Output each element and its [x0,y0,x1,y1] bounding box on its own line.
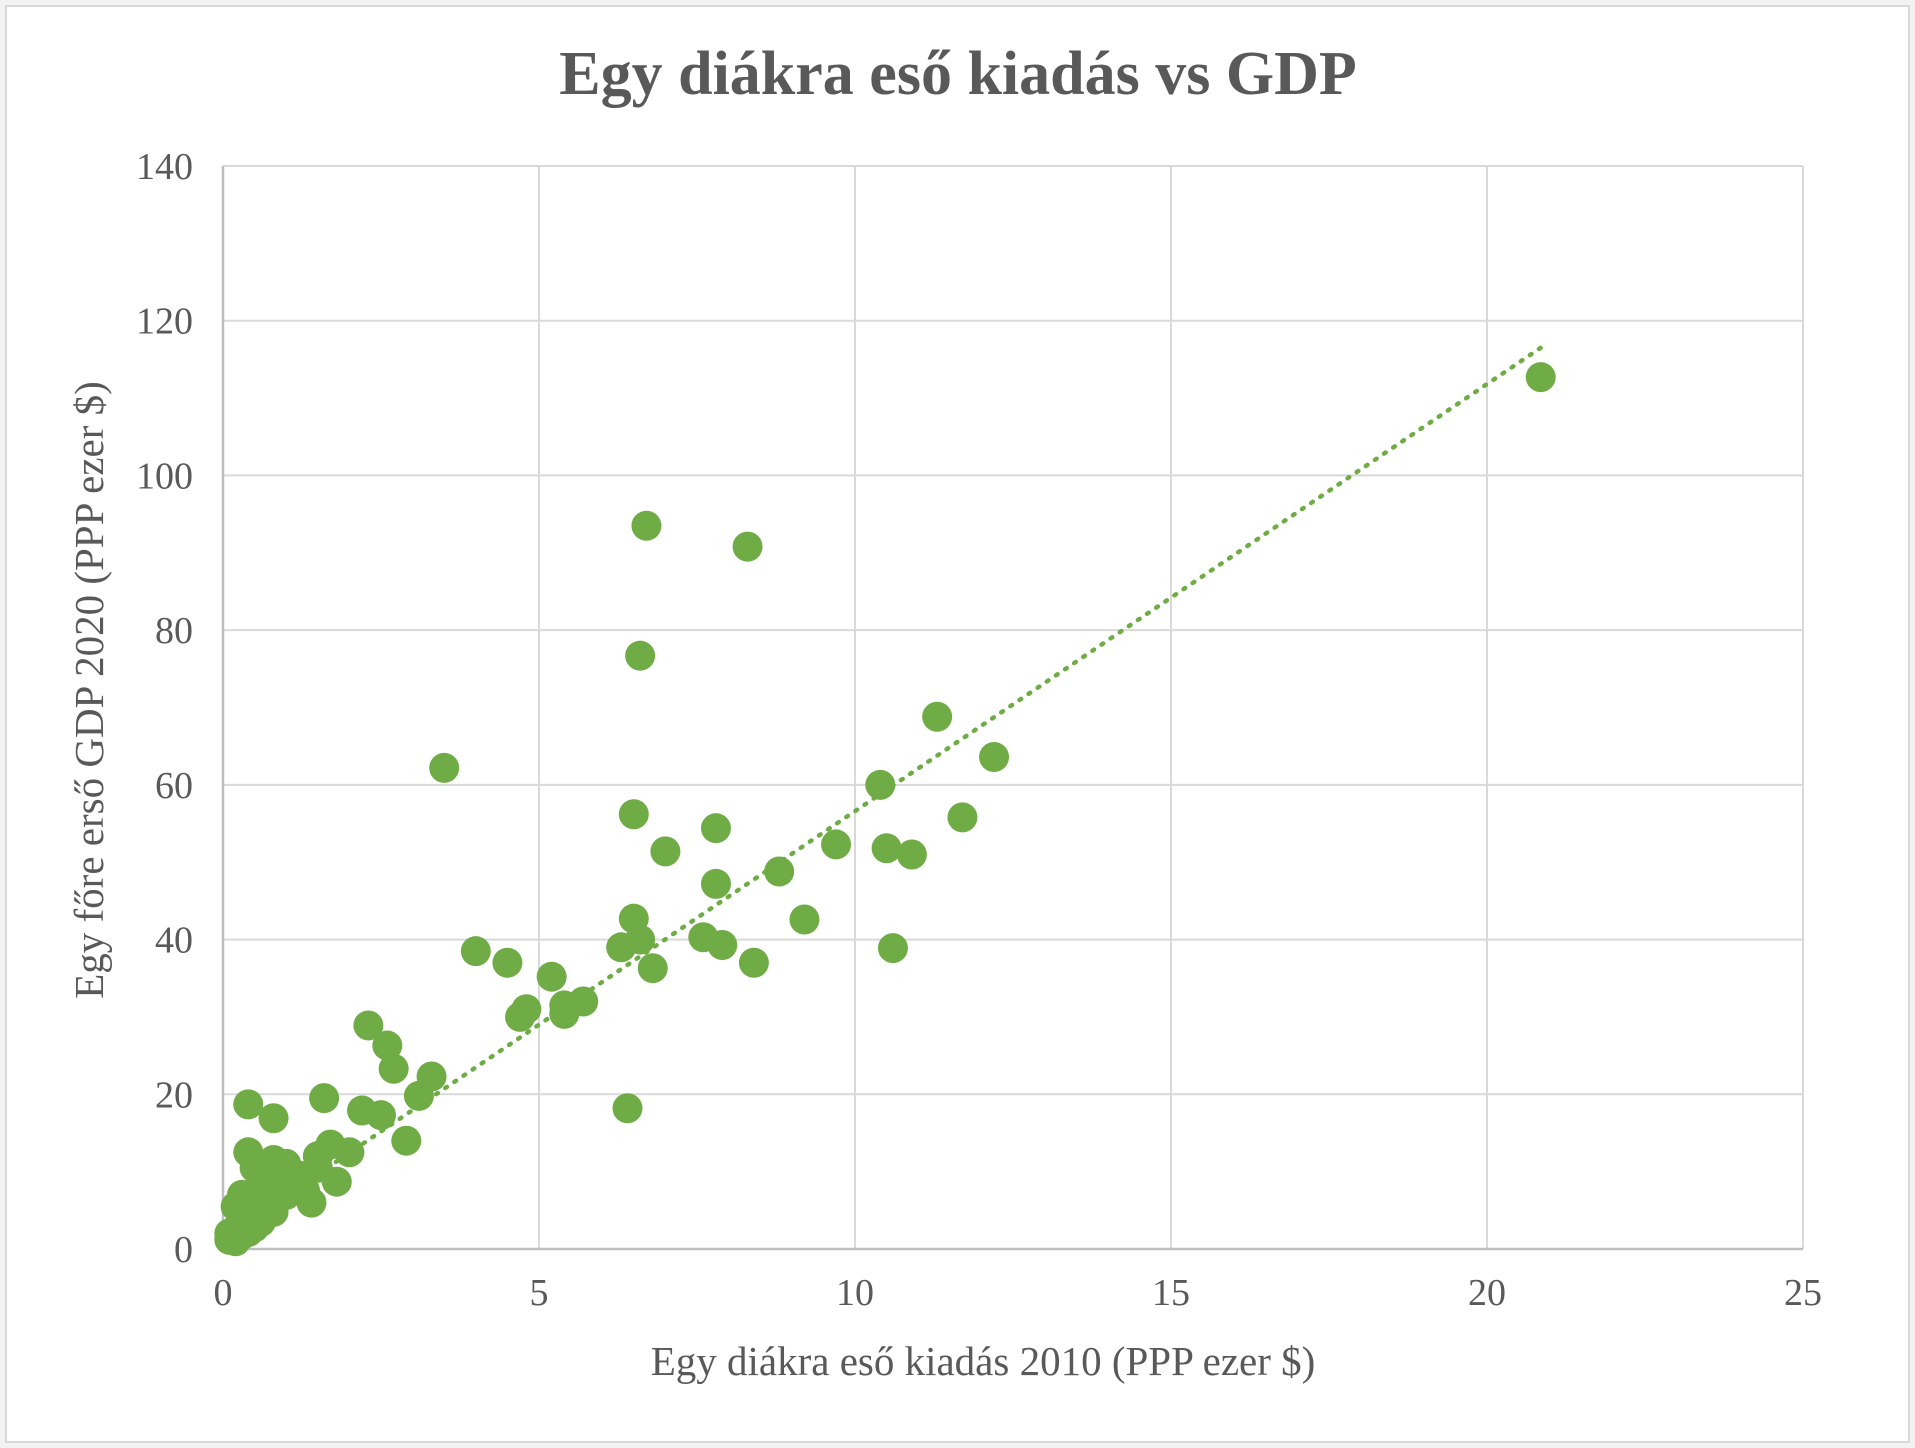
data-point [378,1053,409,1084]
data-point [738,947,769,978]
data-point [625,640,656,671]
y-tick-label: 140 [136,146,193,188]
chart-title: Egy diákra eső kiadás vs GDP [559,40,1357,108]
data-point [606,932,637,963]
data-point [922,701,953,732]
data-point [258,1103,289,1134]
data-point [612,1093,643,1124]
data-point [732,531,763,562]
data-point [700,813,731,844]
data-point [871,833,902,864]
data-point [460,936,491,967]
data-point [764,856,795,887]
y-tick-label: 20 [155,1074,193,1116]
data-point [877,933,908,964]
data-point [233,1089,264,1120]
data-point [947,802,978,833]
data-point [637,953,668,984]
data-point [403,1080,434,1111]
x-tick-label: 5 [530,1272,549,1314]
data-point [896,839,927,870]
y-tick-label: 40 [155,920,193,962]
data-point [631,510,662,541]
data-point [789,904,820,935]
data-point [366,1100,396,1131]
trendline [233,345,1543,1232]
data-point [505,1001,536,1032]
data-point [821,829,852,860]
data-point [309,1083,340,1114]
data-point [264,1156,295,1187]
x-tick-label: 25 [1784,1272,1822,1314]
data-point [334,1137,365,1168]
plot-area [223,166,1803,1249]
x-tick-label: 10 [836,1272,874,1314]
data-point [372,1030,403,1061]
y-tick-label: 60 [155,765,193,807]
data-point [391,1125,422,1156]
y-tick-label: 80 [155,610,193,652]
y-tick-label: 120 [136,301,193,343]
data-point [549,998,580,1029]
data-point [302,1152,333,1183]
x-tick-label: 0 [214,1272,233,1314]
data-point [700,868,731,899]
data-point [296,1187,327,1218]
data-point [865,769,896,800]
data-point [979,742,1010,773]
data-point [536,961,567,992]
data-point [353,1010,384,1041]
data-point [429,752,460,783]
data-point [618,799,649,830]
data-point [707,929,738,960]
y-tick-label: 100 [136,455,193,497]
data-point [1525,362,1556,393]
x-tick-label: 20 [1468,1272,1506,1314]
data-point [650,836,681,867]
x-axis-title: Egy diákra eső kiadás 2010 (PPP ezer $) [651,1338,1316,1384]
x-tick-label: 15 [1152,1272,1190,1314]
data-point [271,1179,302,1210]
y-tick-label: 0 [174,1229,193,1271]
data-point [492,947,523,978]
y-axis-title: Egy főre erső GDP 2020 (PPP ezer $) [66,381,112,999]
